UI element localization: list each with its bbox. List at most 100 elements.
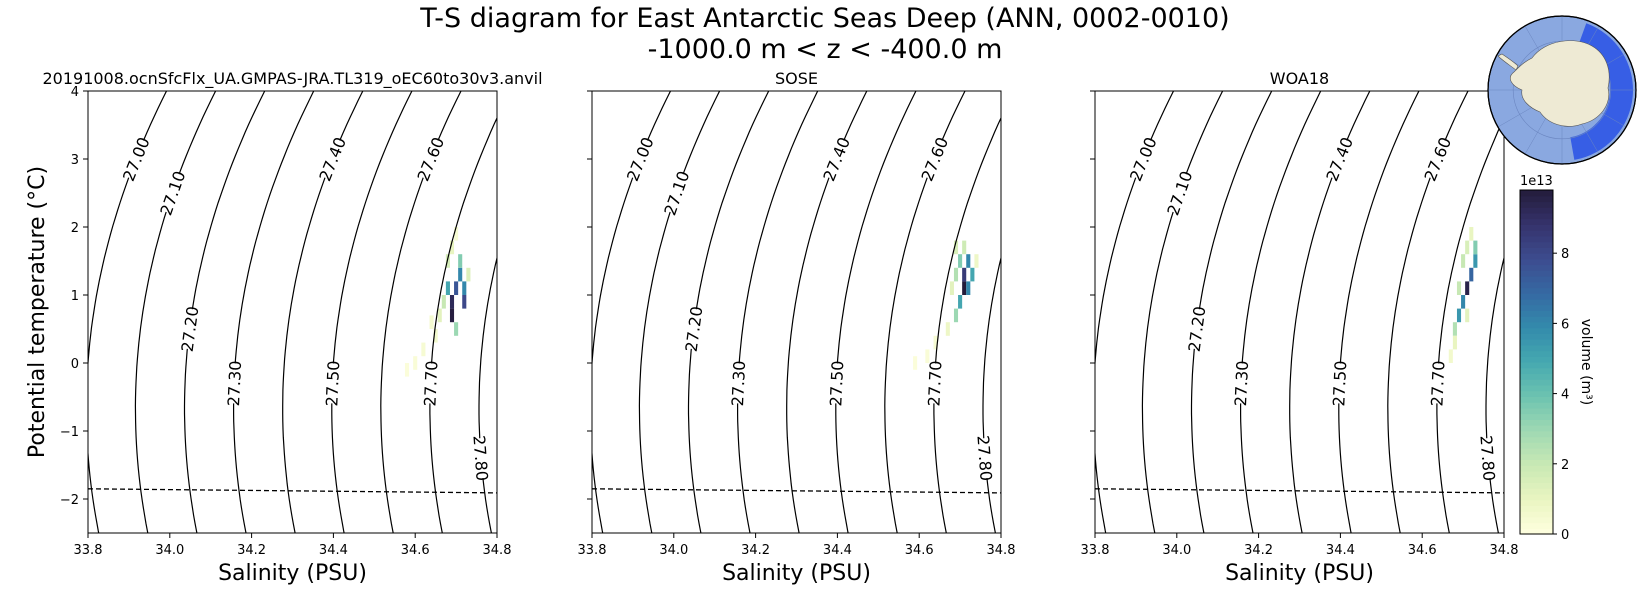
contour-label: 27.80 <box>1476 435 1498 482</box>
volume-cell <box>1452 322 1457 336</box>
colorbar-segment <box>1520 482 1553 489</box>
colorbar-segment <box>1520 195 1553 203</box>
colorbar-segment <box>1520 511 1553 518</box>
contour-label: 27.50 <box>826 360 847 407</box>
colorbar-segment <box>1520 212 1553 220</box>
volume-cell <box>945 322 950 336</box>
volume-cell <box>458 254 463 268</box>
y-axis-label: Potential temperature (°C) <box>25 166 50 458</box>
contour-label: 27.70 <box>924 360 945 407</box>
inset-map-antarctica <box>1487 15 1637 165</box>
x-tick-label: 34.8 <box>987 543 1016 558</box>
colorbar-segment <box>1520 367 1553 375</box>
contour-label: 27.40 <box>315 134 350 184</box>
volume-cell <box>1465 308 1470 323</box>
y-tick-label: 2 <box>71 221 79 236</box>
colorbar-segment <box>1520 356 1553 363</box>
contour-label: 27.70 <box>1427 360 1448 407</box>
colorbar-segment <box>1520 327 1553 334</box>
density-contour <box>331 91 413 533</box>
colorbar-segment <box>1520 488 1553 495</box>
colorbar-segment <box>1520 459 1553 466</box>
volume-cell <box>1469 227 1474 241</box>
colorbar-segment <box>1520 321 1553 329</box>
volume-cell <box>974 254 979 268</box>
colorbar-segment <box>1520 270 1553 277</box>
colorbar-segment <box>1520 293 1553 300</box>
x-axis-label: Salinity (PSU) <box>218 561 367 586</box>
volume-cell <box>962 267 967 282</box>
colorbar-segment <box>1520 516 1553 524</box>
x-tick-label: 33.8 <box>1081 543 1110 558</box>
volume-cell <box>925 349 930 363</box>
contour-label: 27.20 <box>178 305 203 353</box>
colorbar-segment <box>1520 436 1553 443</box>
contour-label: 27.20 <box>1185 305 1210 353</box>
contour-label: 27.60 <box>413 134 448 184</box>
contour-label: 27.50 <box>322 360 343 407</box>
volume-cell <box>433 329 438 343</box>
x-tick-label: 34.8 <box>483 543 512 558</box>
contour-label: 27.20 <box>682 305 707 353</box>
volume-cell <box>953 308 959 323</box>
x-tick-label: 34.6 <box>401 543 430 558</box>
contour-label: 27.40 <box>1322 134 1357 184</box>
x-axis-label: Salinity (PSU) <box>1225 561 1374 586</box>
x-tick-label: 34.6 <box>1408 543 1437 558</box>
freezing-line <box>592 488 1001 494</box>
volume-cell <box>445 254 450 268</box>
colorbar-segment <box>1520 402 1553 409</box>
panel-title: WOA18 <box>1270 69 1329 88</box>
colorbar-label: volume (m³) <box>1578 319 1594 406</box>
colorbar-segment <box>1520 287 1553 294</box>
colorbar-segment <box>1520 465 1553 472</box>
contour-label: 27.10 <box>660 168 693 218</box>
volume-cell <box>962 240 967 255</box>
volume-cell <box>970 267 975 282</box>
density-contour <box>1141 91 1224 533</box>
x-tick-label: 34.6 <box>905 543 934 558</box>
volume-cell <box>1461 295 1466 309</box>
volume-cell <box>958 295 963 309</box>
density-contour <box>429 116 497 533</box>
volume-cell <box>413 356 418 370</box>
density-contour <box>638 91 721 533</box>
colorbar-segment <box>1520 316 1553 323</box>
volume-cell <box>1469 267 1474 282</box>
panel-title: SOSE <box>775 69 818 88</box>
colorbar-segment <box>1520 247 1553 254</box>
volume-cell <box>1456 308 1462 323</box>
colorbar-segment <box>1520 413 1553 420</box>
x-tick-label: 34.2 <box>1244 543 1273 558</box>
y-tick-label: 0 <box>71 357 79 372</box>
contour-label: 27.80 <box>469 435 491 482</box>
x-tick-label: 34.0 <box>1162 543 1191 558</box>
colorbar-segment <box>1520 407 1553 415</box>
contour-label: 27.80 <box>973 435 995 482</box>
colorbar-segment <box>1520 241 1553 248</box>
colorbar-segment <box>1520 430 1553 438</box>
ts-panels: 27.0027.1027.2027.3027.4027.5027.6027.70… <box>25 69 1518 586</box>
y-tick-label: −2 <box>60 493 79 508</box>
density-contour <box>1338 91 1420 533</box>
volume-cell <box>953 240 959 255</box>
contour-label: 27.60 <box>917 134 952 184</box>
colorbar-segment <box>1520 390 1553 397</box>
volume-cell <box>1473 240 1478 255</box>
volume-cell <box>404 363 410 377</box>
volume-cell <box>953 267 959 282</box>
colorbar-tick-label: 6 <box>1561 317 1569 332</box>
x-axis-label: Salinity (PSU) <box>722 561 871 586</box>
contour-label: 27.70 <box>420 360 441 407</box>
colorbar-segment <box>1520 522 1553 529</box>
volume-cell <box>449 240 455 255</box>
contour-label: 27.00 <box>1126 134 1161 184</box>
x-tick-label: 33.8 <box>74 543 103 558</box>
colorbar-segment <box>1520 442 1553 449</box>
volume-cell <box>454 227 459 241</box>
volume-cell <box>449 295 455 309</box>
